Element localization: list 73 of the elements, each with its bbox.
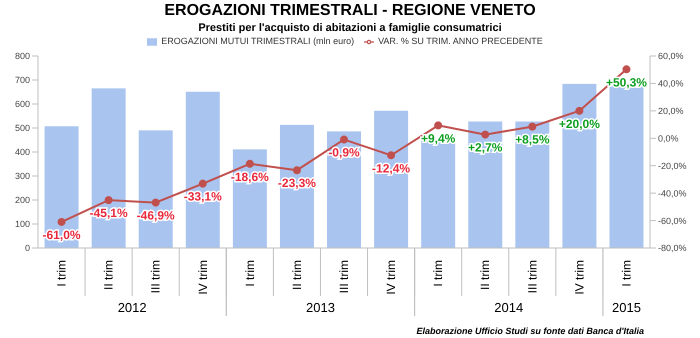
text: 2015 <box>612 300 641 315</box>
x-tick-label: IV trim <box>196 260 210 295</box>
point <box>340 136 348 144</box>
x-tick-label: I trim <box>431 260 446 287</box>
point <box>104 196 113 204</box>
y2-tick-label: 20,0% <box>658 106 684 116</box>
y2-tick-label: 60,0% <box>658 51 684 62</box>
text: 2014 <box>494 300 524 315</box>
y-tick-label: 600 <box>14 99 30 110</box>
point <box>481 130 490 139</box>
data-label: -33,1% <box>184 190 222 204</box>
point <box>622 65 630 74</box>
y-tick-label: 400 <box>14 147 30 158</box>
x-tick-label: II trim <box>102 260 116 290</box>
bar <box>186 92 220 248</box>
y-tick-label: 100 <box>14 219 30 230</box>
bar <box>92 88 126 248</box>
chart-title: EROGAZIONI TRIMESTRALI - REGIONE VENETO <box>163 2 537 20</box>
point <box>387 151 396 160</box>
point <box>528 122 536 131</box>
data-label: +9,4% <box>420 131 456 146</box>
point <box>246 160 254 168</box>
data-label: +8,5% <box>515 132 550 147</box>
y2-tick-label: -80,0% <box>658 243 687 254</box>
x-tick-label: III trim <box>148 260 163 294</box>
point <box>434 121 442 130</box>
y2-tick-label: -20,0% <box>658 160 687 171</box>
bar <box>280 124 314 248</box>
y-tick-label: 200 <box>14 195 30 206</box>
point <box>152 198 160 207</box>
y2-tick-label: -40,0% <box>658 188 687 198</box>
y-tick-label: 700 <box>14 75 30 86</box>
data-label: -23,3% <box>278 176 316 190</box>
data-label: -61,0% <box>42 228 81 242</box>
bar <box>374 110 408 248</box>
chart-subtitle: Prestiti per l'acquisto di abitazioni a famiglie consumatrici <box>197 22 503 34</box>
text: Elaborazione Ufficio Studi su fonte dati Banca d'Italia <box>416 326 644 336</box>
x-tick-label: II trim <box>478 260 492 290</box>
y-tick-label: 0 <box>24 243 30 254</box>
y-tick-label: 500 <box>14 123 30 134</box>
y2-tick-label: 0,0% <box>658 133 679 144</box>
data-label: -0,9% <box>328 146 360 160</box>
y2-tick-label: -60,0% <box>658 216 687 226</box>
x-tick-label: I trim <box>619 260 634 287</box>
y2-tick-label: 40,0% <box>658 78 684 89</box>
x-tick-label: IV trim <box>384 260 398 295</box>
point <box>58 218 66 226</box>
bar <box>515 122 550 248</box>
text: 2012 <box>118 300 147 315</box>
data-label: +2,7% <box>468 140 503 155</box>
data-label: -46,9% <box>136 208 176 223</box>
point <box>198 180 207 188</box>
x-tick-label: I trim <box>54 260 69 287</box>
bar <box>44 126 79 248</box>
data-label: -12,4% <box>372 161 410 176</box>
text: 2013 <box>306 300 335 315</box>
y-tick-label: 800 <box>14 51 30 62</box>
x-tick-label: I trim <box>242 260 257 287</box>
legend-label: EROGAZIONI MUTUI TRIMESTRALI (mln euro) <box>161 36 354 46</box>
bar <box>327 131 362 248</box>
legend-label: VAR. % SU TRIM. ANNO PRECEDENTE <box>378 36 543 46</box>
y-tick-label: 300 <box>14 171 30 182</box>
x-tick-label: II trim <box>290 260 304 290</box>
point <box>292 166 301 174</box>
x-tick-label: III trim <box>525 260 540 294</box>
data-label: -45,1% <box>90 206 128 220</box>
x-tick-label: III trim <box>337 260 351 294</box>
data-label: -18,6% <box>230 170 270 184</box>
x-tick-label: IV trim <box>572 260 586 295</box>
bar <box>468 122 502 248</box>
point <box>575 106 584 115</box>
data-label: +20,0% <box>558 116 600 131</box>
bar <box>138 130 173 248</box>
